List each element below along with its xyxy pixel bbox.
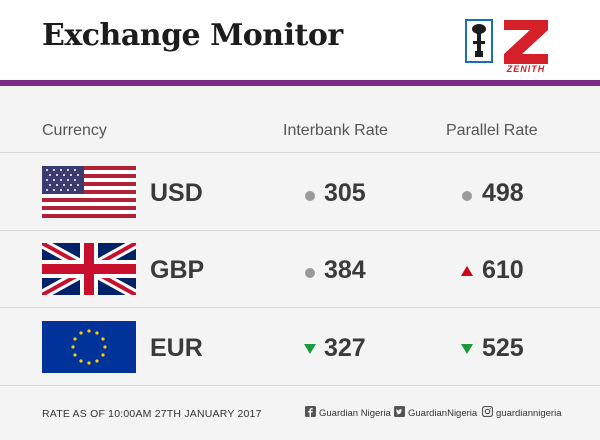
up-arrow-icon xyxy=(461,266,473,276)
neutral-indicator-icon xyxy=(462,191,472,201)
neutral-indicator-icon xyxy=(305,191,315,201)
row-divider xyxy=(0,230,600,231)
twitter-icon xyxy=(394,406,405,417)
twitter-handle: GuardianNigeria xyxy=(408,408,478,419)
instagram-handle: guardiannigeria xyxy=(496,408,562,419)
guardian-logo-icon xyxy=(465,19,493,63)
column-header-currency: Currency xyxy=(42,122,107,139)
page-title: Exchange Monitor xyxy=(42,18,343,53)
accent-divider xyxy=(0,80,600,86)
interbank-rate-gbp: 384 xyxy=(324,256,366,284)
facebook-handle: Guardian Nigeria xyxy=(319,408,391,419)
zenith-logo-icon xyxy=(504,20,548,64)
parallel-rate-usd: 498 xyxy=(482,179,524,207)
row-divider xyxy=(0,307,600,308)
rate-date: RATE AS OF 10:00AM 27TH JANUARY 2017 xyxy=(42,408,262,420)
row-divider xyxy=(0,385,600,386)
neutral-indicator-icon xyxy=(305,268,315,278)
currency-code-gbp: GBP xyxy=(150,256,205,284)
instagram-icon xyxy=(482,406,493,417)
currency-code-usd: USD xyxy=(150,179,203,207)
currency-code-eur: EUR xyxy=(150,334,203,362)
facebook-icon xyxy=(305,406,316,417)
column-header-parallel: Parallel Rate xyxy=(446,122,538,139)
header: Exchange Monitor ZENITH xyxy=(0,0,600,80)
interbank-rate-usd: 305 xyxy=(324,179,366,207)
row-divider xyxy=(0,152,600,153)
down-arrow-icon xyxy=(304,344,316,354)
zenith-logo-text: ZENITH xyxy=(506,64,546,74)
parallel-rate-gbp: 610 xyxy=(482,256,524,284)
interbank-rate-eur: 327 xyxy=(324,334,366,362)
down-arrow-icon xyxy=(461,344,473,354)
column-header-interbank: Interbank Rate xyxy=(283,122,388,139)
parallel-rate-eur: 525 xyxy=(482,334,524,362)
eu-flag-icon xyxy=(42,321,136,373)
us-flag-icon xyxy=(42,166,136,218)
uk-flag-icon xyxy=(42,243,136,295)
